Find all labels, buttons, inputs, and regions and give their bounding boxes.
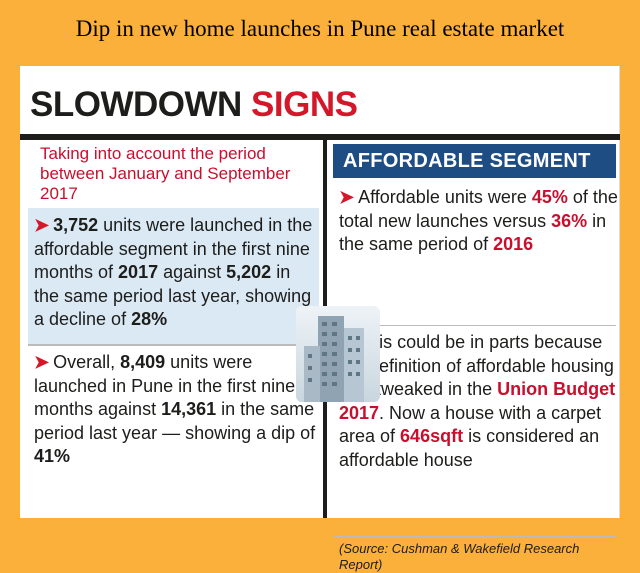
banner-title: Dip in new home launches in Pune real es… [75,16,565,41]
units-value: 8,409 [120,352,166,372]
infographic-card: SLOWDOWN SIGNS Taking into account the p… [20,66,620,572]
para-text: This could be in parts because the defin… [339,332,614,399]
year-value: 2016 [493,234,534,254]
affordable-launch-box [28,208,319,344]
divider [333,325,616,326]
left-column: Taking into account the period between J… [28,140,319,518]
arrow-bullet-icon: ➤ [34,352,50,372]
intro-text: Taking into account the period between J… [40,144,291,203]
overall-launch-box [28,346,319,518]
para-text: of the total new launches versus [339,187,618,231]
para-text: in the same period last year — showing a… [34,399,316,443]
units-value: 3,752 [53,215,99,235]
arrow-bullet-icon: ➤ [34,215,50,235]
para-text: in the same period last year, showing a … [34,262,312,329]
right-column: AFFORDABLE SEGMENT ➤ Affordable units wer… [329,140,620,572]
para-text: units were launched in Pune in the first… [34,352,296,419]
para-text: Affordable units were [358,187,532,207]
overall-launch-paragraph: ➤ Overall, 8,409 units were launched in P… [34,351,318,469]
divider [28,344,319,346]
para-text: units were launched in the affordable se… [34,215,313,282]
headline-word-2: SIGNS [251,85,358,124]
headline: SLOWDOWN SIGNS [30,84,358,126]
headline-word-1: SLOWDOWN [30,85,242,124]
share-percent-2017: 45% [531,187,568,207]
decline-percent: 28% [131,309,168,329]
year-value: 2017 [118,262,159,282]
page-frame: Dip in new home launches in Pune real es… [20,16,620,572]
para-text: . Now a house with a carpet area of [339,402,602,447]
share-percent-2016: 36% [551,210,588,231]
affordable-share-paragraph: ➤ Affordable units were 45% of the total … [339,186,619,257]
building-icon [296,306,380,402]
para-text: is considered an affordable house [339,426,600,470]
para-text: in the same period of [339,210,607,255]
building-illustration [304,316,364,402]
carpet-area-value: 646sqft [400,426,464,446]
affordable-segment-heading: AFFORDABLE SEGMENT [333,144,616,178]
previous-value: 14,361 [161,399,217,419]
arrow-bullet-icon: ➤ [339,187,355,207]
union-budget-label: Union Budget 2017 [339,379,616,423]
previous-value: 5,202 [226,262,272,282]
para-text: Overall, [53,352,121,372]
para-text: against [158,262,227,282]
source-note: (Source: Cushman & Wakefield Research Re… [339,541,580,572]
affordable-launch-paragraph: ➤ 3,752 units were launched in the afford… [34,214,318,332]
dip-percent: 41% [34,446,71,466]
headline-rule [20,134,620,140]
definition-paragraph: ➤This could be in parts because the defi… [339,331,619,472]
